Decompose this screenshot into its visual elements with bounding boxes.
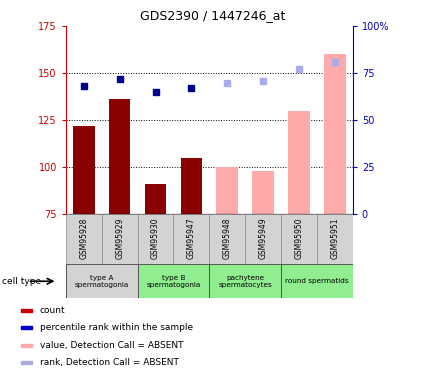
Text: GSM95948: GSM95948: [223, 218, 232, 259]
Text: rank, Detection Call = ABSENT: rank, Detection Call = ABSENT: [40, 358, 178, 367]
Bar: [209, 264, 281, 298]
Bar: [324, 54, 346, 214]
Bar: [181, 158, 202, 214]
Bar: [173, 214, 209, 264]
Bar: [209, 214, 245, 264]
Text: GSM95947: GSM95947: [187, 218, 196, 259]
Bar: [21, 344, 31, 347]
Text: GSM95929: GSM95929: [115, 218, 124, 259]
Text: type A
spermatogonia: type A spermatogonia: [75, 275, 129, 288]
Text: pachytene
spermatocytes: pachytene spermatocytes: [218, 275, 272, 288]
Bar: [21, 326, 31, 330]
Bar: [102, 214, 138, 264]
Bar: [109, 99, 130, 214]
Text: value, Detection Call = ABSENT: value, Detection Call = ABSENT: [40, 341, 183, 350]
Bar: [138, 214, 173, 264]
Text: GDS2390 / 1447246_at: GDS2390 / 1447246_at: [140, 9, 285, 22]
Bar: [21, 309, 31, 312]
Bar: [138, 264, 209, 298]
Text: GSM95951: GSM95951: [330, 218, 339, 259]
Text: GSM95949: GSM95949: [258, 218, 268, 259]
Bar: [66, 214, 102, 264]
Text: GSM95950: GSM95950: [295, 218, 303, 259]
Bar: [317, 214, 353, 264]
Text: percentile rank within the sample: percentile rank within the sample: [40, 323, 193, 332]
Bar: [281, 264, 353, 298]
Bar: [216, 167, 238, 214]
Bar: [66, 264, 138, 298]
Text: type B
spermatogonia: type B spermatogonia: [146, 275, 201, 288]
Bar: [281, 214, 317, 264]
Bar: [73, 126, 94, 214]
Bar: [245, 214, 281, 264]
Text: round spermatids: round spermatids: [285, 278, 348, 284]
Bar: [145, 184, 166, 214]
Bar: [252, 171, 274, 214]
Text: GSM95928: GSM95928: [79, 218, 88, 259]
Text: GSM95930: GSM95930: [151, 218, 160, 259]
Text: cell type: cell type: [2, 277, 41, 286]
Bar: [288, 111, 310, 214]
Text: count: count: [40, 306, 65, 315]
Bar: [21, 361, 31, 364]
